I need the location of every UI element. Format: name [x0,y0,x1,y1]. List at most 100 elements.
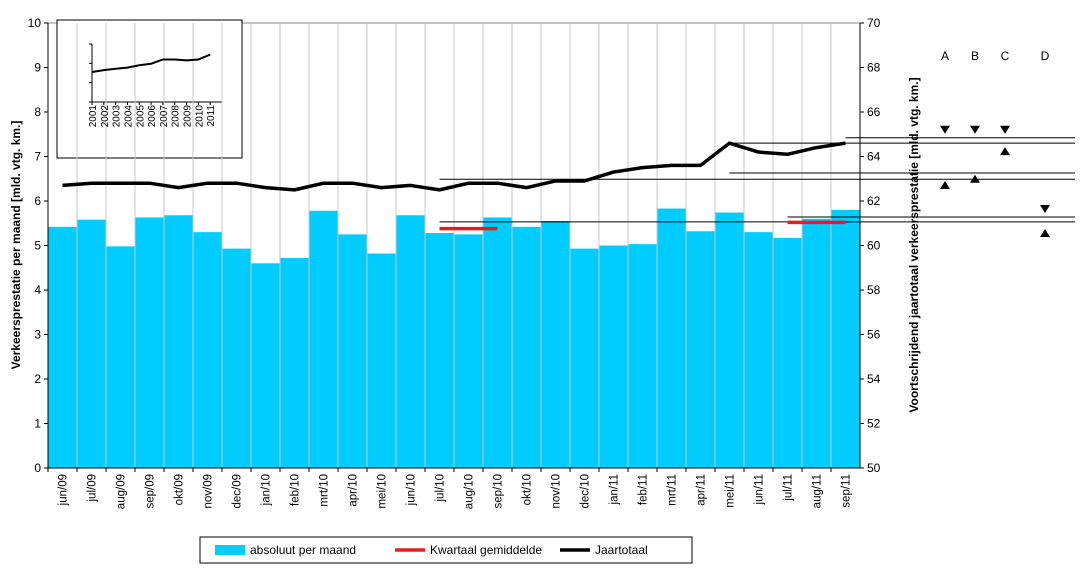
x-tick-label: aug/09 [116,474,128,509]
bar [135,217,165,468]
bar [744,232,774,468]
inset-x-label: 2004 [123,105,134,128]
upper-marker [970,125,980,134]
inset-x-label: 2002 [100,105,111,128]
y-tick-label: 10 [28,16,42,30]
inset-x-label: 2006 [147,105,158,128]
y2-tick-label: 56 [867,328,881,342]
bar [657,208,687,468]
bar [773,237,803,468]
y2-tick-label: 52 [867,417,881,431]
bar [222,248,252,468]
upper-marker [940,125,950,134]
y2-tick-label: 70 [867,16,881,30]
bar [48,226,78,468]
lower-marker [1040,229,1050,238]
marker-label: D [1041,49,1050,63]
bar [77,219,107,468]
bar [193,232,223,468]
legend-label: absoluut per maand [250,543,356,557]
bar [599,245,629,468]
x-tick-label: sep/09 [145,474,157,509]
legend-label: Kwartaal gemiddelde [430,543,542,557]
upper-marker [1000,125,1010,134]
x-tick-label: mrt/11 [667,474,679,506]
x-tick-label: nov/09 [203,474,215,509]
x-tick-label: sep/10 [493,474,505,509]
y-tick-label: 3 [34,328,41,342]
bar [483,217,513,468]
line-series [62,141,846,192]
x-tick-label: jun/09 [58,474,70,506]
y-tick-label: 9 [34,61,41,75]
inset-x-label: 2005 [135,105,146,128]
inset-x-label: 2009 [183,105,194,128]
y-tick-label: 5 [34,239,41,253]
x-tick-label: mrt/10 [319,474,331,507]
bar [512,226,542,468]
x-tick-label: aug/10 [464,474,476,509]
y-tick-label: 0 [34,461,41,475]
y2-tick-label: 54 [867,372,881,386]
x-tick-label: jul/09 [87,474,99,503]
x-tick-label: dec/10 [580,474,592,509]
x-tick-label: okt/10 [522,474,534,505]
y-tick-label: 4 [34,283,41,297]
bar [425,233,455,468]
x-tick-label: jan/10 [261,474,273,506]
y2-tick-label: 62 [867,194,881,208]
bar [715,212,745,468]
inset-frame [56,19,243,159]
x-tick-label: aug/11 [812,474,824,508]
x-tick-label: apr/10 [348,474,360,507]
y-tick-label: 6 [34,194,41,208]
y-tick-label: 2 [34,372,41,386]
y-axis-title: Verkeersprestatie per maand [mld. vtg. k… [9,121,23,370]
y2-tick-label: 58 [867,283,881,297]
lower-marker [940,180,950,189]
x-tick-label: sep/11 [841,474,853,508]
bar [280,257,310,468]
bar [686,231,716,468]
legend-swatch [215,545,245,555]
y-tick-label: 8 [34,105,41,119]
inset-x-label: 2003 [112,105,123,128]
y2-tick-label: 60 [867,239,881,253]
x-tick-label: jan/11 [609,474,621,505]
y-tick-label: 7 [34,150,41,164]
bar [367,253,397,468]
inset-line [91,53,211,74]
marker-label: A [941,49,949,63]
bar [396,215,426,468]
y2-tick-label: 50 [867,461,881,475]
x-tick-label: feb/10 [290,474,302,506]
inset-x-label: 2010 [194,105,205,128]
x-tick-label: apr/11 [696,474,708,506]
lower-marker [970,174,980,183]
bar [570,248,600,468]
y-tick-label: 1 [34,417,41,431]
bar [106,246,136,468]
inset-x-label: 2008 [171,105,182,128]
bar [309,210,339,469]
marker-label: B [971,49,979,63]
x-tick-label: okt/09 [174,474,186,505]
lower-marker [1000,147,1010,156]
bar [338,234,368,468]
upper-marker [1040,205,1050,214]
x-tick-label: jun/11 [754,474,766,505]
legend-label: Jaartotaal [595,543,648,557]
x-tick-label: mei/11 [725,474,737,508]
bar [251,263,281,468]
marker-label: C [1001,49,1010,63]
bar [454,234,484,468]
x-tick-label: jul/10 [435,474,447,503]
bar [831,209,861,468]
y2-tick-label: 64 [867,150,881,164]
y2-axis-title: Voortschrijdend jaartotaal verkeersprest… [907,77,921,412]
x-tick-label: dec/09 [232,474,244,509]
x-tick-label: nov/10 [551,474,563,509]
x-tick-label: mei/10 [377,474,389,509]
inset-x-label: 2007 [159,105,170,128]
